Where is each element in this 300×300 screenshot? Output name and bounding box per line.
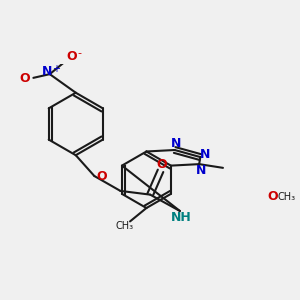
Text: O: O: [268, 190, 278, 203]
Text: N: N: [42, 65, 52, 78]
Text: NH: NH: [171, 211, 192, 224]
Text: O: O: [67, 50, 77, 63]
Text: CH₃: CH₃: [115, 221, 133, 231]
Text: +: +: [52, 64, 60, 74]
Text: -: -: [77, 48, 82, 58]
Text: O: O: [156, 158, 166, 171]
Text: O: O: [97, 170, 107, 183]
Text: N: N: [196, 164, 206, 177]
Text: N: N: [171, 137, 181, 150]
Text: O: O: [19, 72, 30, 85]
Text: CH₃: CH₃: [278, 192, 296, 202]
Text: N: N: [200, 148, 211, 160]
